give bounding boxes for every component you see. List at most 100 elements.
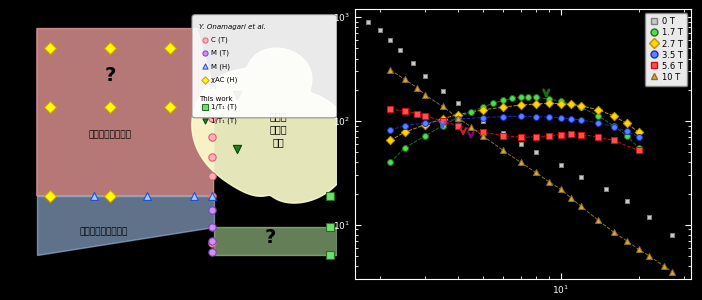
Point bbox=[206, 135, 218, 140]
Point bbox=[530, 135, 541, 140]
Point bbox=[633, 146, 644, 150]
Text: 1/T₁ (T): 1/T₁ (T) bbox=[211, 104, 237, 110]
Point bbox=[199, 64, 210, 69]
Point bbox=[399, 109, 411, 113]
Point bbox=[593, 120, 604, 125]
Point bbox=[566, 102, 577, 106]
Point bbox=[385, 107, 396, 112]
Point bbox=[633, 135, 644, 140]
Point bbox=[507, 96, 518, 101]
Point bbox=[45, 104, 55, 109]
Point bbox=[498, 131, 509, 136]
Point bbox=[621, 121, 633, 126]
Text: 非整合反強磁性状態: 非整合反強磁性状態 bbox=[79, 228, 128, 237]
Point bbox=[206, 194, 218, 198]
Point bbox=[555, 101, 567, 106]
Point bbox=[566, 102, 577, 106]
Point bbox=[477, 134, 489, 138]
Point bbox=[452, 123, 463, 128]
Polygon shape bbox=[37, 28, 213, 196]
FancyBboxPatch shape bbox=[192, 15, 337, 118]
Point bbox=[477, 105, 489, 110]
Text: χAC (H): χAC (H) bbox=[211, 76, 237, 83]
Point bbox=[621, 129, 633, 134]
Point bbox=[555, 187, 567, 192]
Point bbox=[385, 38, 396, 43]
Point bbox=[543, 134, 555, 138]
Point bbox=[621, 198, 633, 203]
Point bbox=[105, 104, 116, 109]
Point bbox=[231, 93, 243, 98]
Point bbox=[465, 110, 477, 114]
Point bbox=[420, 74, 431, 79]
Point bbox=[543, 179, 555, 184]
Point bbox=[412, 85, 423, 90]
Point bbox=[199, 37, 210, 42]
Point bbox=[530, 95, 541, 100]
Point bbox=[231, 146, 243, 151]
Point bbox=[477, 107, 489, 112]
Point bbox=[566, 196, 577, 201]
Point bbox=[576, 103, 587, 108]
Point bbox=[555, 132, 567, 137]
Point bbox=[452, 112, 463, 117]
Point bbox=[206, 241, 218, 246]
Point bbox=[566, 131, 577, 136]
Point bbox=[452, 101, 463, 106]
Point bbox=[523, 94, 534, 99]
Legend: 0 T, 1.7 T, 2.7 T, 3.5 T, 5.6 T, 10 T: 0 T, 1.7 T, 2.7 T, 3.5 T, 5.6 T, 10 T bbox=[644, 13, 687, 86]
Point bbox=[633, 130, 644, 135]
Point bbox=[437, 123, 448, 128]
Point bbox=[324, 252, 336, 257]
Point bbox=[420, 120, 431, 125]
Point bbox=[633, 247, 644, 252]
Point bbox=[385, 68, 396, 72]
Point bbox=[515, 135, 526, 140]
Polygon shape bbox=[37, 196, 213, 254]
Point bbox=[206, 116, 218, 120]
Point bbox=[515, 95, 526, 100]
Point bbox=[543, 115, 555, 119]
Text: This work: This work bbox=[199, 96, 232, 102]
Point bbox=[667, 232, 678, 237]
Point bbox=[420, 93, 431, 98]
Point bbox=[621, 134, 633, 138]
Point bbox=[420, 122, 431, 127]
Point bbox=[408, 61, 419, 66]
Text: ?: ? bbox=[105, 67, 116, 85]
Point bbox=[608, 123, 619, 128]
Point bbox=[437, 116, 448, 121]
Point bbox=[593, 218, 604, 223]
Point bbox=[206, 224, 218, 229]
Point bbox=[593, 113, 604, 118]
Point bbox=[199, 105, 210, 110]
Point bbox=[515, 114, 526, 119]
Polygon shape bbox=[213, 226, 337, 254]
Point bbox=[498, 98, 509, 103]
Point bbox=[488, 101, 499, 106]
Point bbox=[412, 111, 423, 116]
Point bbox=[608, 138, 619, 143]
Point bbox=[555, 116, 567, 120]
Point bbox=[399, 130, 411, 135]
Point bbox=[498, 105, 509, 110]
Point bbox=[543, 97, 555, 101]
Point bbox=[452, 117, 463, 122]
Point bbox=[530, 101, 541, 106]
Point bbox=[206, 96, 218, 101]
Point bbox=[608, 230, 619, 235]
Text: C (T): C (T) bbox=[211, 36, 228, 43]
Point bbox=[644, 214, 655, 219]
Point bbox=[566, 116, 577, 121]
Point bbox=[399, 123, 411, 128]
Point bbox=[644, 254, 655, 258]
Point bbox=[576, 105, 587, 110]
Text: M (H): M (H) bbox=[211, 63, 230, 70]
Point bbox=[324, 224, 336, 229]
Point bbox=[576, 204, 587, 209]
Point bbox=[608, 124, 619, 129]
Point bbox=[498, 114, 509, 119]
Point bbox=[555, 162, 567, 167]
Point bbox=[385, 138, 396, 143]
Point bbox=[601, 187, 612, 192]
